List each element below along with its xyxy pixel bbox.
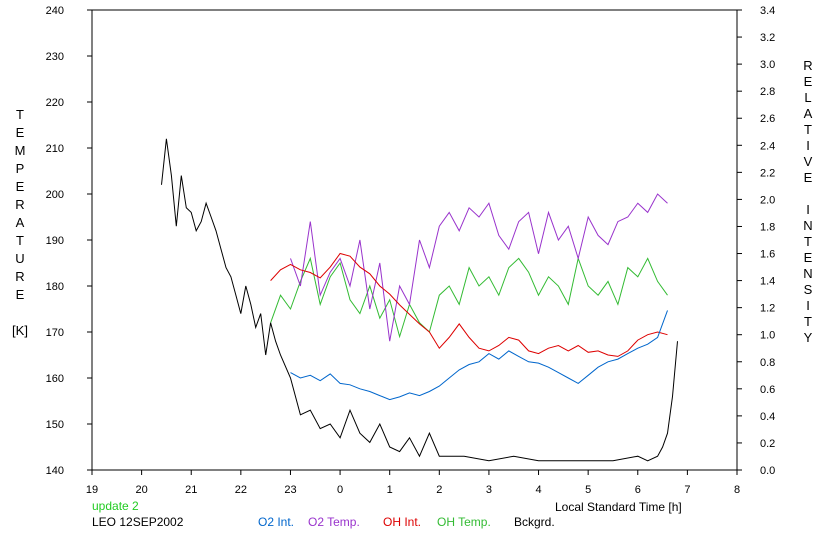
x-tick-label: 5: [585, 484, 591, 496]
y-axis-label-left-char: T: [16, 107, 24, 122]
x-axis-label: Local Standard Time [h]: [555, 500, 682, 514]
y-axis-label-left-char: R: [15, 269, 24, 284]
left-axis-ticks: 140 150 160 170 180 190 200 210 220 230 240: [46, 5, 92, 477]
right-tick-label: 2.0: [760, 194, 775, 206]
y-axis-label-right-char: E: [804, 250, 813, 265]
y-axis-label-left-char: [K]: [12, 323, 28, 338]
y-axis-label-right-char: N: [803, 266, 812, 281]
y-axis-label-right-char: T: [804, 234, 812, 249]
plot-frame: [91, 9, 738, 471]
left-tick-label: 200: [46, 189, 64, 201]
x-tick-label: 8: [734, 484, 740, 496]
series-layer: [161, 138, 678, 462]
y-axis-label-left-char: M: [15, 143, 26, 158]
y-axis-label-right-char: I: [806, 138, 810, 153]
legend-oh-int: OH Int.: [383, 515, 422, 529]
x-tick-label: 1: [387, 484, 393, 496]
y-axis-label-right-char: N: [803, 218, 812, 233]
right-tick-label: 1.2: [760, 303, 775, 315]
x-tick-label: 7: [684, 484, 690, 496]
series-line-oh-temp: [270, 256, 668, 339]
series-line-o2-temp: [290, 193, 668, 342]
y-axis-label-left-char: E: [16, 179, 25, 194]
right-tick-label: 1.8: [760, 221, 775, 233]
left-tick-label: 190: [46, 235, 64, 247]
left-tick-label: 160: [46, 373, 64, 385]
x-tick-label: 19: [86, 484, 98, 496]
right-tick-label: 0.4: [760, 411, 775, 423]
right-tick-label: 2.8: [760, 86, 775, 98]
x-tick-label: 23: [284, 484, 296, 496]
right-tick-label: 1.6: [760, 249, 775, 261]
x-tick-label: 2: [436, 484, 442, 496]
left-tick-label: 170: [46, 327, 64, 339]
y-axis-label-right-char: R: [803, 58, 812, 73]
right-tick-label: 2.4: [760, 140, 775, 152]
left-tick-label: 140: [46, 465, 64, 477]
right-tick-label: 0.6: [760, 384, 775, 396]
status-text: update 2: [92, 499, 139, 513]
series-line-oh-int: [270, 252, 668, 357]
y-axis-label-right-char: S: [804, 282, 813, 297]
left-tick-label: 210: [46, 143, 64, 155]
x-tick-label: 3: [486, 484, 492, 496]
y-axis-label-left-char: A: [16, 215, 25, 230]
left-tick-label: 240: [46, 5, 64, 17]
y-axis-label-right-char: A: [804, 106, 813, 121]
y-axis-label-left-char: U: [15, 251, 24, 266]
x-axis-ticks: 19 20 21 22 23 0 1 2 3 4 5 6 7 8: [86, 470, 740, 496]
y-axis-label-right-char: E: [804, 170, 813, 185]
y-axis-label-right-char: Y: [804, 330, 813, 345]
right-tick-label: 0.8: [760, 357, 775, 369]
right-tick-label: 0.2: [760, 438, 775, 450]
y-axis-label-right-char: L: [804, 90, 811, 105]
y-axis-label-right-char: I: [806, 202, 810, 217]
y-axis-label-left-char: E: [16, 287, 25, 302]
y-axis-label-right-char: I: [806, 298, 810, 313]
y-axis-label-left-char: R: [15, 197, 24, 212]
y-axis-label-right-char: T: [804, 314, 812, 329]
y-axis-label-left-char: P: [16, 161, 25, 176]
legend-o2-int: O2 Int.: [258, 515, 295, 529]
series-line-o2-int: [290, 310, 668, 401]
right-tick-label: 2.2: [760, 167, 775, 179]
y-axis-label-left-char: T: [16, 233, 24, 248]
x-tick-label: 22: [235, 484, 247, 496]
x-tick-label: 0: [337, 484, 343, 496]
right-tick-label: 3.4: [760, 5, 775, 17]
legend-oh-temp: OH Temp.: [437, 515, 491, 529]
y-axis-label-right-char: V: [804, 154, 813, 169]
series-line-bckgrd: [161, 138, 678, 462]
right-tick-label: 2.6: [760, 113, 775, 125]
left-tick-label: 180: [46, 281, 64, 293]
station-date: LEO 12SEP2002: [92, 515, 184, 529]
left-tick-label: 150: [46, 419, 64, 431]
y-axis-label-right-char: T: [804, 122, 812, 137]
x-tick-label: 6: [635, 484, 641, 496]
legend-bckgrd: Bckgrd.: [514, 515, 555, 529]
legend-o2-temp: O2 Temp.: [308, 515, 360, 529]
right-tick-label: 0.0: [760, 465, 775, 477]
right-tick-label: 3.0: [760, 59, 775, 71]
right-tick-label: 1.4: [760, 276, 775, 288]
right-tick-label: 1.0: [760, 330, 775, 342]
x-tick-label: 21: [185, 484, 197, 496]
left-tick-label: 220: [46, 97, 64, 109]
x-tick-label: 20: [135, 484, 147, 496]
y-axis-label-right-char: E: [804, 74, 813, 89]
left-tick-label: 230: [46, 51, 64, 63]
right-tick-label: 3.2: [760, 32, 775, 44]
y-axis-label-left-char: E: [16, 125, 25, 140]
x-tick-label: 4: [535, 484, 541, 496]
right-axis-ticks: 0.0 0.2 0.4 0.6 0.8 1.0 1.2 1.4 1.6 1.8 2.0 2.2 2.4 2…: [737, 5, 775, 477]
